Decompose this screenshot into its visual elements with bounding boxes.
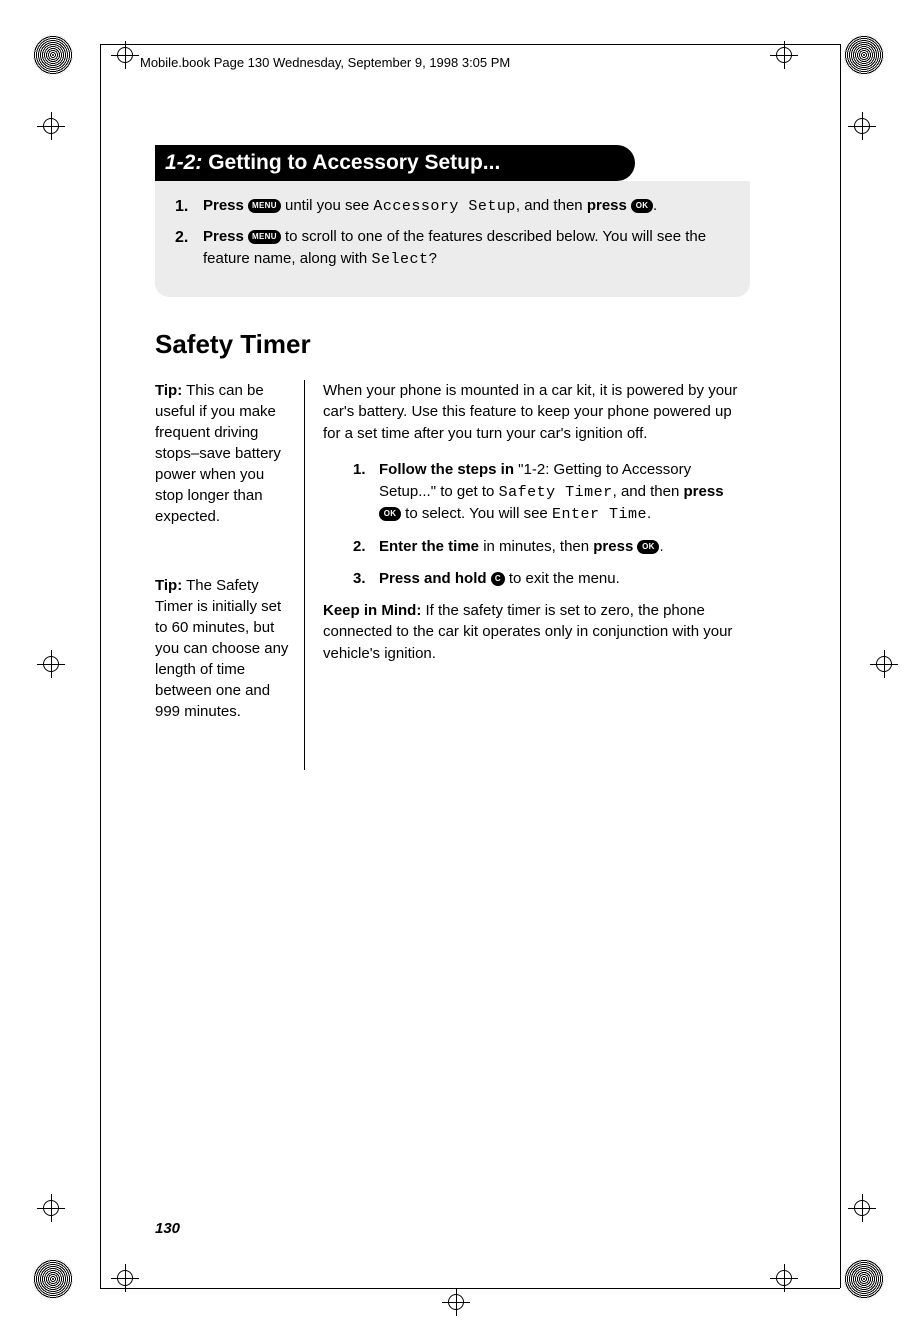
step-2: 2. Press MENU to scroll to one of the fe… [175, 226, 730, 271]
ok-key-icon: OK [631, 199, 653, 213]
lcd-text: Accessory Setup [373, 198, 516, 215]
lcd-text: Safety Timer [499, 484, 613, 501]
reg-mark-l1 [37, 112, 65, 140]
column-divider [304, 380, 305, 770]
ok-key-icon: OK [379, 507, 401, 521]
section-heading-bar: 1-2: Getting to Accessory Setup... [155, 145, 635, 181]
frame-bottom-line [100, 1288, 840, 1289]
reg-mark-tr [770, 41, 798, 69]
page-content: 1-2: Getting to Accessory Setup... 1. Pr… [155, 145, 745, 770]
frame-left-line [100, 44, 101, 1288]
ornament-tr [844, 35, 884, 75]
reg-mark-tl [111, 41, 139, 69]
running-header: Mobile.book Page 130 Wednesday, Septembe… [140, 55, 510, 70]
tip-2-label: Tip: [155, 577, 182, 594]
reg-mark-r2 [870, 650, 898, 678]
reg-mark-bc [442, 1288, 470, 1316]
tip-1-label: Tip: [155, 382, 182, 399]
ornament-br [844, 1259, 884, 1299]
sub-step-1: 1. Follow the steps in "1-2: Getting to … [353, 459, 745, 526]
sub-step-2: 2. Enter the time in minutes, then press… [353, 536, 745, 558]
sub-step-3: 3. Press and hold C to exit the menu. [353, 568, 745, 590]
frame-top-line [100, 44, 840, 45]
step-1-number: 1. [175, 195, 203, 218]
intro-paragraph: When your phone is mounted in a car kit,… [323, 380, 745, 445]
step-1-body: Press MENU until you see Accessory Setup… [203, 195, 730, 218]
section-number: 1-2: [165, 151, 202, 174]
sidebar-tips: Tip: This can be useful if you make freq… [155, 380, 290, 770]
ornament-bl [33, 1259, 73, 1299]
step-1: 1. Press MENU until you see Accessory Se… [175, 195, 730, 218]
section-title: Getting to Accessory Setup... [202, 151, 500, 174]
tip-2: Tip: The Safety Timer is initially set t… [155, 575, 290, 722]
ok-key-icon: OK [637, 540, 659, 554]
tip-2-text: The Safety Timer is initially set to 60 … [155, 577, 288, 720]
steps-box: 1. Press MENU until you see Accessory Se… [155, 181, 750, 297]
sub-steps: 1. Follow the steps in "1-2: Getting to … [323, 459, 745, 590]
step-2-number: 2. [175, 226, 203, 271]
reg-mark-l3 [37, 1194, 65, 1222]
two-column-layout: Tip: This can be useful if you make freq… [155, 380, 745, 770]
reg-mark-l2 [37, 650, 65, 678]
keep-label: Keep in Mind: [323, 602, 421, 619]
reg-mark-r3 [848, 1194, 876, 1222]
menu-key-icon: MENU [248, 230, 281, 244]
lcd-text: Enter Time [552, 506, 647, 523]
lcd-text: Select? [371, 251, 438, 268]
tip-1-text: This can be useful if you make frequent … [155, 382, 281, 525]
reg-mark-br [770, 1264, 798, 1292]
ornament-tl [33, 35, 73, 75]
reg-mark-bl [111, 1264, 139, 1292]
main-column: When your phone is mounted in a car kit,… [323, 380, 745, 770]
page-number: 130 [155, 1220, 180, 1237]
menu-key-icon: MENU [248, 199, 281, 213]
frame-right-line [840, 44, 841, 1288]
c-key-icon: C [491, 572, 505, 586]
step-2-body: Press MENU to scroll to one of the featu… [203, 226, 730, 271]
tip-1: Tip: This can be useful if you make freq… [155, 380, 290, 527]
keep-in-mind: Keep in Mind: If the safety timer is set… [323, 600, 745, 665]
reg-mark-r1 [848, 112, 876, 140]
page-title: Safety Timer [155, 329, 745, 360]
